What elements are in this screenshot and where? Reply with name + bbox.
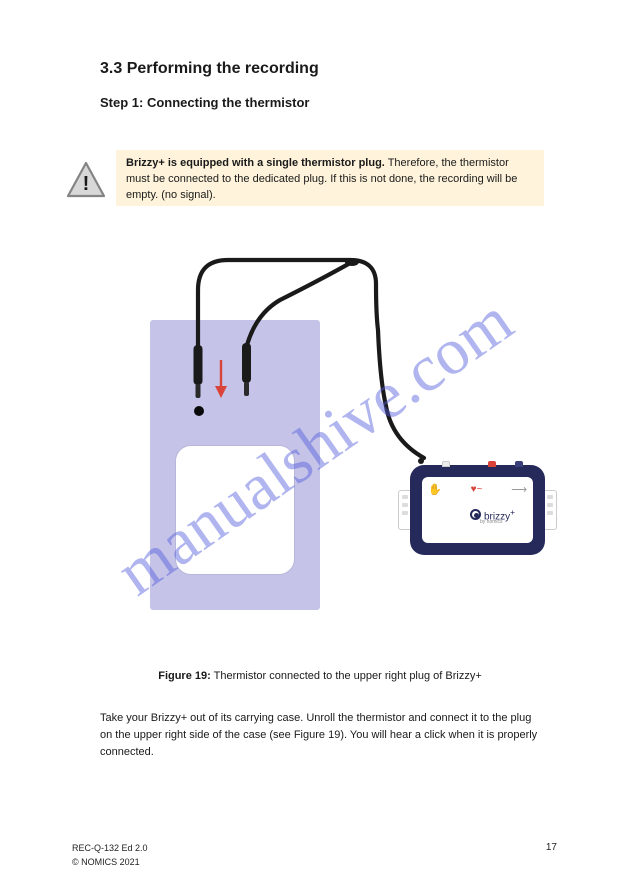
device-white-button xyxy=(442,461,450,467)
brizzy-device: ✋ ♥~ ⟶ brizzy+ by nomics xyxy=(400,460,555,560)
hand-icon: ✋ xyxy=(428,483,442,496)
warning-icon: ! xyxy=(65,160,107,205)
page-number: 17 xyxy=(546,842,557,853)
brand-subtext: by nomics xyxy=(480,519,503,525)
body-paragraph: Take your Brizzy+ out of its carrying ca… xyxy=(100,710,540,761)
device-pocket xyxy=(175,445,295,575)
warning-bold: Brizzy+ is equipped with a single thermi… xyxy=(126,157,385,169)
step-title: Step 1: Connecting the thermistor xyxy=(100,95,550,110)
device-screen: ✋ ♥~ ⟶ brizzy+ by nomics xyxy=(422,477,533,543)
electrode-target-dot xyxy=(194,406,204,416)
figure-caption: Figure 19: Thermistor connected to the u… xyxy=(100,670,540,682)
insertion-arrow-icon xyxy=(213,358,229,400)
device-strap-right xyxy=(543,490,557,530)
footer-code: REC-Q-132 Ed 2.0 xyxy=(72,843,148,853)
heart-icon: ♥~ xyxy=(471,484,483,495)
copyright: © NOMICS 2021 xyxy=(72,857,140,867)
svg-text:!: ! xyxy=(83,173,90,195)
device-red-button xyxy=(488,461,496,467)
usb-icon: ⟶ xyxy=(511,483,527,496)
device-plug-socket xyxy=(418,458,424,464)
warning-callout: Brizzy+ is equipped with a single thermi… xyxy=(116,150,544,206)
section-title: 3.3 Performing the recording xyxy=(100,60,319,78)
figure: ✋ ♥~ ⟶ brizzy+ by nomics xyxy=(80,250,560,650)
device-blue-button xyxy=(515,461,523,467)
